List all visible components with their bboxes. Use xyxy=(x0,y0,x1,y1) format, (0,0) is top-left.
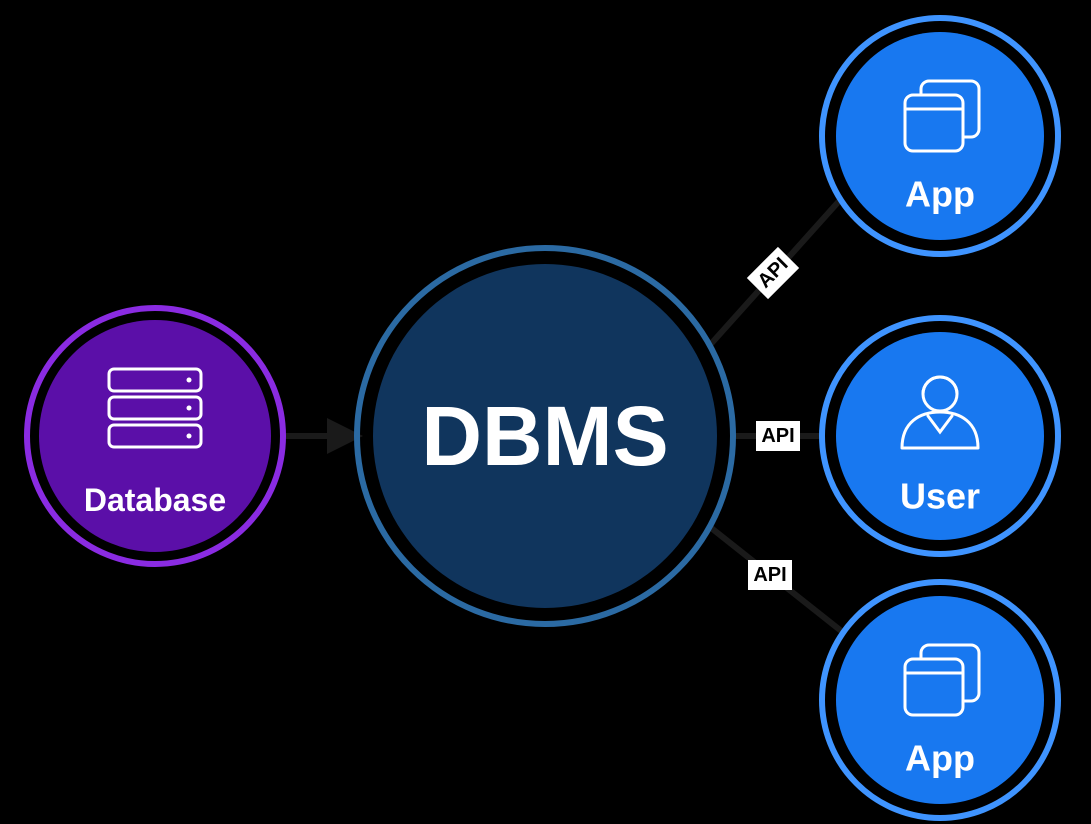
node-app_top: App xyxy=(822,18,1058,254)
api-badge-label: API xyxy=(753,564,786,586)
node-user-label: User xyxy=(900,476,980,517)
api-badge: API xyxy=(748,560,792,590)
api-badge: API xyxy=(756,421,800,451)
dbms-architecture-diagram: DatabaseDBMSAppUserApp APIAPIAPI xyxy=(0,0,1091,824)
api-badge-label: API xyxy=(761,425,794,447)
node-app_top-label: App xyxy=(905,174,975,215)
node-app_bottom: App xyxy=(822,582,1058,818)
node-user: User xyxy=(822,318,1058,554)
node-database: Database xyxy=(27,308,283,564)
node-database-label: Database xyxy=(84,482,226,518)
node-app_bottom-label: App xyxy=(905,738,975,779)
node-dbms: DBMS xyxy=(357,248,733,624)
node-dbms-label: DBMS xyxy=(421,389,668,483)
nodes-layer: Database DBMS App User App xyxy=(27,18,1058,818)
